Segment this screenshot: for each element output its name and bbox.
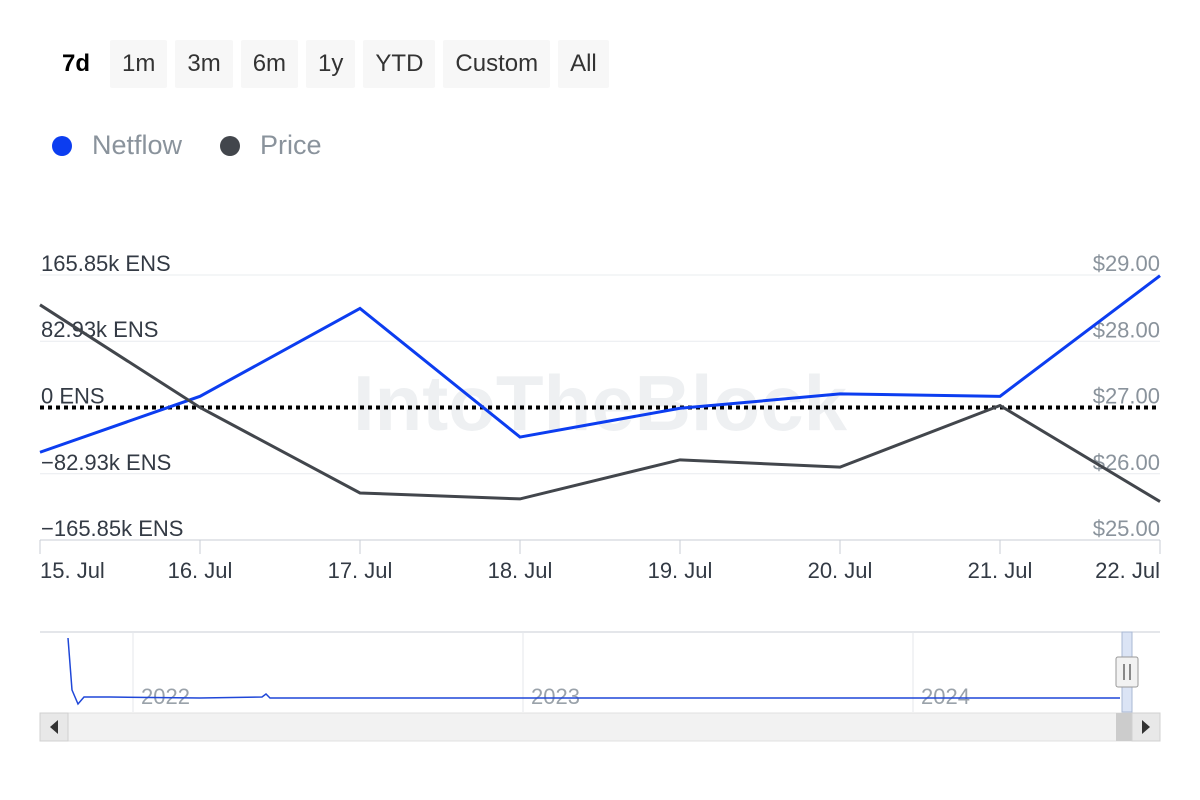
- y-right-tick-label: $26.00: [1093, 450, 1160, 475]
- navigator-year-label: 2022: [141, 684, 190, 709]
- scrollbar-track: [39, 712, 1161, 742]
- range-button-6m[interactable]: 6m: [240, 40, 299, 88]
- y-right-tick-label: $27.00: [1093, 384, 1160, 409]
- navigator-year-label: 2023: [531, 684, 580, 709]
- x-tick-label: 16. Jul: [168, 558, 233, 583]
- netflow-dot-icon: [52, 135, 72, 156]
- range-button-1m[interactable]: 1m: [110, 40, 168, 88]
- range-button-7d[interactable]: 7d: [50, 40, 103, 88]
- legend-item-netflow[interactable]: Netflow: [52, 130, 182, 161]
- y-right-tick-label: $25.00: [1093, 516, 1160, 541]
- legend-item-price[interactable]: Price: [220, 130, 322, 161]
- navigator-handle[interactable]: [1115, 656, 1139, 688]
- y-left-tick-label: 165.85k ENS: [41, 251, 171, 276]
- arrow-left-icon: [50, 720, 58, 734]
- scrollbar-right-button[interactable]: [1131, 712, 1161, 742]
- navigator-series-line: [67, 637, 1120, 706]
- watermark-text: IntoTheBlock: [353, 359, 848, 447]
- legend-label-price: Price: [260, 130, 322, 160]
- x-tick-label: 15. Jul: [40, 558, 105, 583]
- price-dot-icon: [220, 135, 241, 156]
- range-button-1y[interactable]: 1y: [306, 40, 356, 88]
- y-left-tick-label: −165.85k ENS: [41, 516, 183, 541]
- y-left-tick-label: −82.93k ENS: [41, 450, 171, 475]
- legend-label-netflow: Netflow: [92, 130, 183, 160]
- navigator-area: [40, 632, 1160, 712]
- y-left-tick-label: 0 ENS: [41, 384, 105, 409]
- navigator-year-label: 2024: [921, 684, 970, 709]
- y-left-tick-label: 82.93k ENS: [41, 317, 158, 342]
- x-tick-label: 19. Jul: [648, 558, 713, 583]
- series-line-price: [39, 303, 1161, 503]
- range-button-custom[interactable]: Custom: [443, 40, 551, 88]
- range-button-all[interactable]: All: [558, 40, 609, 88]
- range-selector: 7d 1m 3m 6m 1y YTD Custom All: [50, 40, 609, 88]
- y-right-tick-label: $28.00: [1093, 317, 1160, 342]
- x-tick-label: 18. Jul: [488, 558, 553, 583]
- x-tick-label: 22. Jul: [1095, 558, 1160, 583]
- legend: Netflow Price: [52, 130, 322, 161]
- arrow-right-icon: [1142, 720, 1150, 734]
- scrollbar-thumb[interactable]: [1116, 713, 1132, 741]
- series-line-netflow: [39, 274, 1161, 454]
- y-right-tick-label: $29.00: [1093, 251, 1160, 276]
- x-tick-label: 21. Jul: [968, 558, 1033, 583]
- range-button-ytd[interactable]: YTD: [363, 40, 436, 88]
- x-tick-label: 20. Jul: [808, 558, 873, 583]
- range-button-3m[interactable]: 3m: [175, 40, 233, 88]
- x-tick-label: 17. Jul: [328, 558, 393, 583]
